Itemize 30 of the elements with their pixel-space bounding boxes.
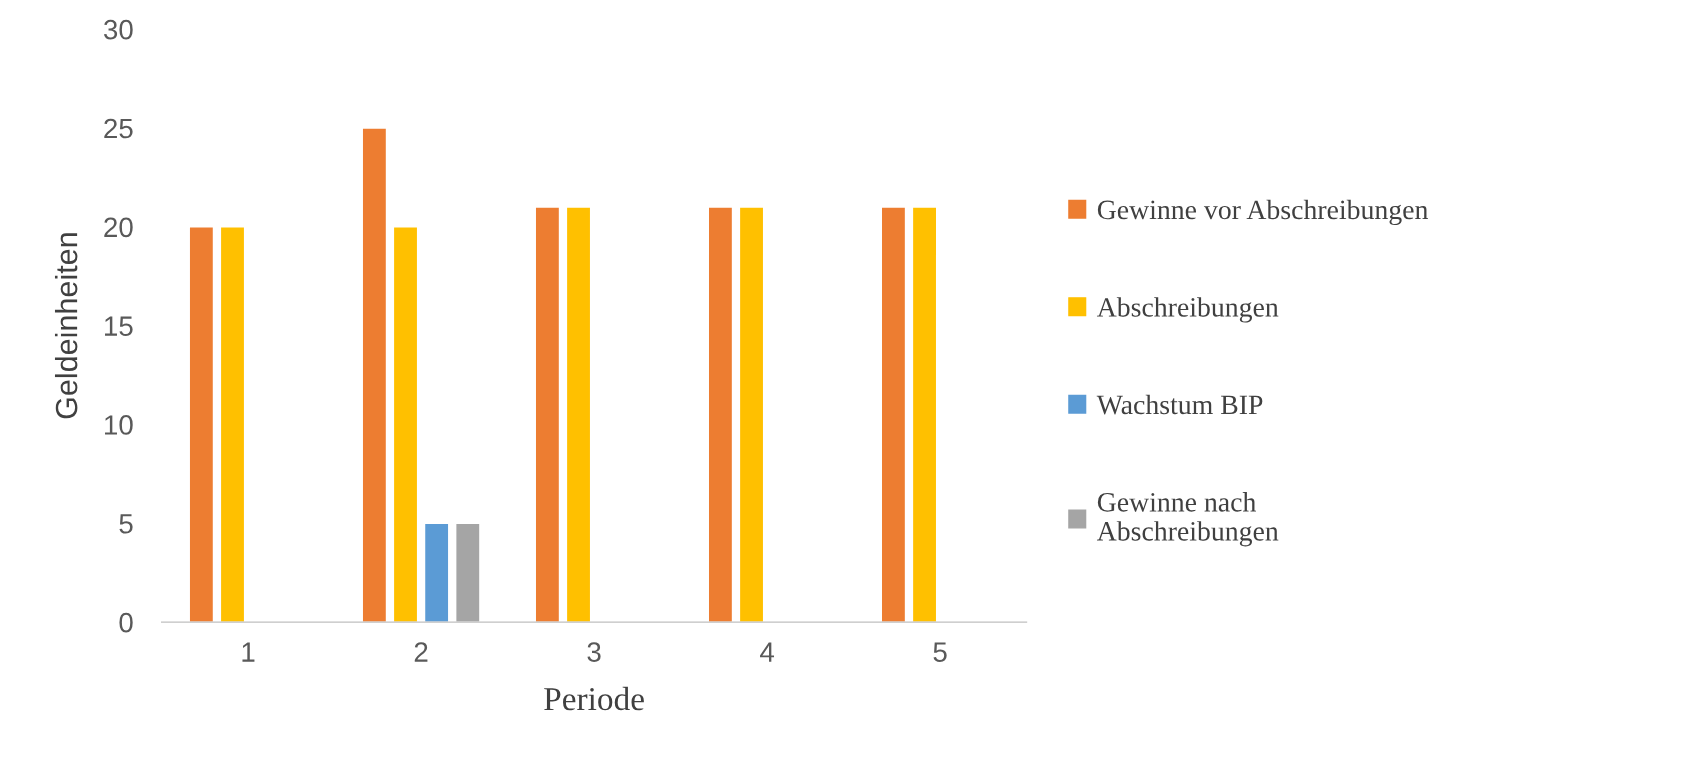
y-tick-label: 0 [119,612,133,633]
y-axis-title: Geldeinheiten [54,233,78,419]
legend-label: Wachstum BIP [1096,394,1263,415]
x-tick-label: 4 [760,642,775,662]
bar [423,522,450,623]
x-tick-label: 3 [587,642,601,662]
bar [454,522,481,623]
x-tick-label: 1 [242,642,255,662]
bar [707,206,734,623]
y-tick-label: 30 [103,19,133,40]
legend-label: Gewinne nach Abschreibungen [1096,492,1279,547]
x-tick-label: 5 [933,642,947,662]
y-tick-label: 10 [105,415,133,435]
bar [911,206,938,623]
legend-label: Gewinne vor Abschreibungen [1097,199,1428,225]
bar [565,206,592,623]
bar [880,206,907,623]
y-tick-label: 5 [119,514,133,534]
x-tick-label: 2 [414,642,428,662]
y-tick-label: 25 [104,118,133,139]
y-tick-label: 20 [104,217,133,238]
x-axis-title: Periode [544,686,644,711]
y-tick-label: 15 [105,316,133,336]
bar [392,226,419,623]
bar [361,127,388,623]
bar [738,206,765,623]
bar [534,206,561,623]
bar [188,226,215,623]
legend-label: Abschreibungen [1096,297,1279,323]
bar [219,226,246,623]
